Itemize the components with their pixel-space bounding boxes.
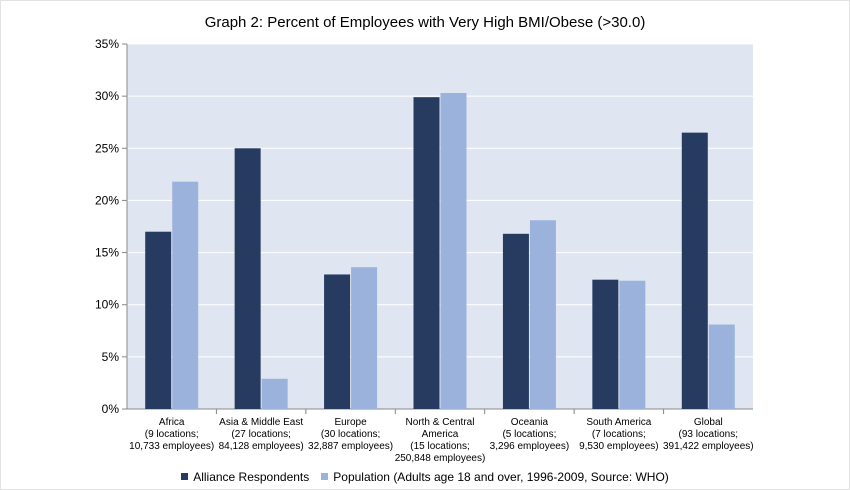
x-category-label: 250,848 employees) (395, 453, 486, 464)
x-category-label: America (422, 429, 459, 440)
bar-population (529, 220, 556, 409)
bar-alliance-respondents (324, 274, 351, 409)
x-category-label: Asia & Middle East (219, 417, 303, 428)
x-category-label: 84,128 employees) (219, 441, 304, 452)
plot-area (127, 44, 753, 409)
x-category-label: 10,733 employees) (129, 441, 214, 452)
x-category-label: North & Central (406, 417, 475, 428)
y-tick-label: 5% (102, 350, 120, 364)
bar-population (172, 181, 199, 409)
y-tick-label: 20% (95, 193, 119, 207)
x-category-label: 3,296 employees) (490, 441, 570, 452)
bar-population (261, 378, 288, 409)
y-tick-label: 0% (102, 402, 120, 416)
bar-alliance-respondents (234, 148, 261, 410)
legend-swatch (321, 473, 329, 480)
bar-population (351, 267, 378, 409)
legend-swatch (181, 473, 189, 480)
bar-alliance-respondents (413, 97, 440, 409)
legend-item-alliance-respondents: Alliance Respondents (181, 470, 309, 484)
x-category-label: (15 locations; (410, 441, 469, 452)
chart-title: Graph 2: Percent of Employees with Very … (204, 14, 646, 31)
bar-population (619, 280, 646, 409)
y-tick-label: 30% (95, 89, 119, 103)
x-category-label: Oceania (511, 417, 549, 428)
chart-legend: Alliance Respondents Population (Adults a… (0, 470, 850, 484)
y-tick-label: 15% (95, 246, 119, 260)
x-category-label: (93 locations; (679, 429, 738, 440)
x-category-label: Africa (159, 417, 185, 428)
bar-population (708, 324, 735, 409)
bar-alliance-respondents (145, 231, 172, 409)
x-category-label: Europe (334, 417, 367, 428)
y-tick-label: 35% (95, 37, 119, 51)
x-category-label: (5 locations; (502, 429, 556, 440)
bar-population (440, 93, 467, 409)
bar-alliance-respondents (502, 233, 529, 409)
x-category-label: South America (586, 417, 651, 428)
x-category-label: (9 locations; (145, 429, 199, 440)
legend-label: Alliance Respondents (193, 470, 310, 484)
x-category-label: (30 locations; (321, 429, 380, 440)
x-category-label: Global (694, 417, 723, 428)
y-tick-label: 10% (95, 298, 119, 312)
legend-label: Population (Adults age 18 and over, 1996… (333, 470, 669, 484)
bar-alliance-respondents (592, 279, 619, 409)
bar-alliance-respondents (681, 132, 708, 409)
y-tick-label: 25% (95, 141, 119, 155)
x-category-label: 32,887 employees) (308, 441, 393, 452)
x-category-label: (27 locations; (231, 429, 290, 440)
x-category-label: 391,422 employees) (663, 441, 754, 452)
x-category-label: 9,530 employees) (579, 441, 659, 452)
legend-item-population: Population (Adults age 18 and over, 1996… (321, 470, 669, 484)
x-category-label: (7 locations; (592, 429, 646, 440)
chart-plot: 0% 5% 10% 15% 20% 25% 30% 35% Africa(9 locations… (95, 37, 754, 464)
